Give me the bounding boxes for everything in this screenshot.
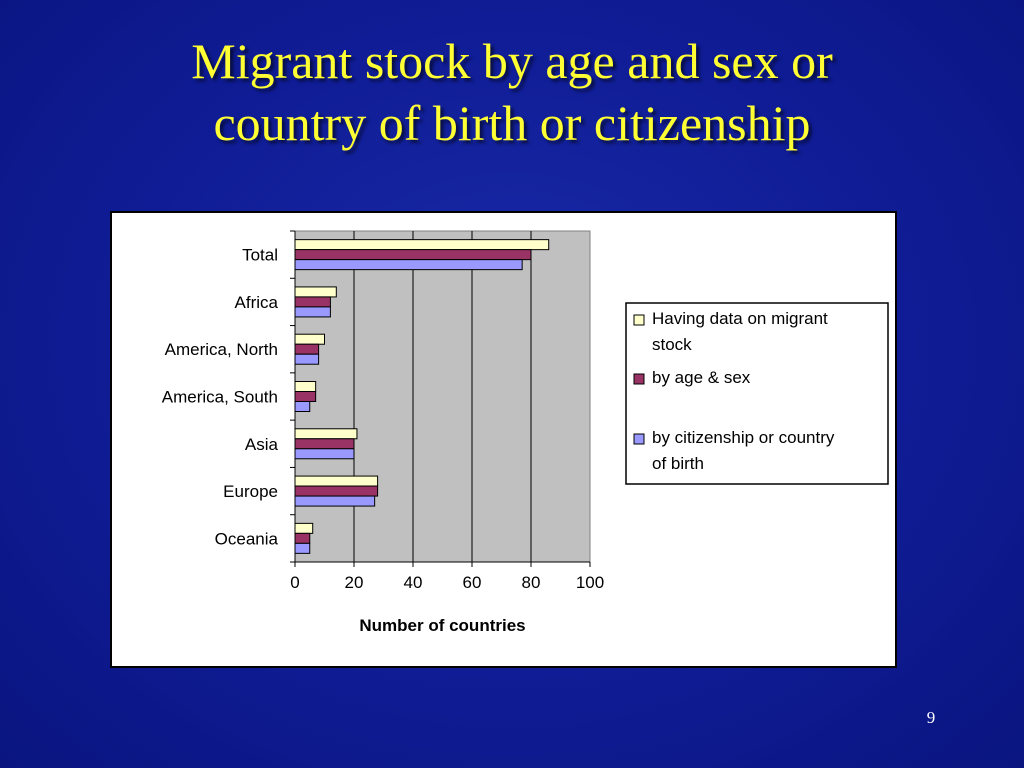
bar	[294, 495, 376, 507]
bar	[294, 542, 311, 554]
category-label: Asia	[245, 435, 279, 454]
plot-area	[294, 230, 591, 563]
slide-title-line-2: country of birth or citizenship	[213, 95, 811, 151]
x-tick-label: 60	[463, 573, 482, 592]
bar	[294, 428, 358, 440]
category-label: America, North	[165, 340, 278, 359]
x-tick-label: 20	[345, 573, 364, 592]
bar	[294, 306, 331, 318]
category-label: Total	[242, 246, 278, 265]
category-label: Oceania	[215, 529, 279, 548]
legend-label: by citizenship or country of birth	[652, 428, 835, 473]
legend-box	[625, 302, 889, 485]
bar	[294, 381, 317, 392]
bar	[294, 343, 320, 355]
bar	[294, 333, 325, 345]
bar	[294, 296, 331, 308]
bar	[294, 475, 379, 487]
legend-label-line: by age & sex	[652, 368, 751, 387]
x-tick-label: 100	[576, 573, 604, 592]
x-tick-label: 80	[522, 573, 541, 592]
bar	[294, 401, 311, 412]
slide-title-line-1: Migrant stock by age and sex or	[191, 33, 833, 89]
legend-label-line: Having data on migrant	[652, 309, 828, 328]
legend-swatch	[633, 433, 645, 445]
x-tick-label: 0	[290, 573, 299, 592]
bar	[294, 249, 532, 261]
legend-label: Having data on migrant stock	[652, 309, 828, 354]
bar	[294, 353, 320, 365]
legend-label: by age & sex	[652, 368, 751, 387]
bar	[294, 239, 550, 251]
bar	[294, 485, 379, 497]
legend-label-line: of birth	[652, 454, 704, 473]
bar	[294, 438, 355, 450]
x-axis-title: Number of countries	[359, 616, 525, 635]
category-label: Africa	[235, 293, 279, 312]
legend-label-line: by citizenship or country	[652, 428, 835, 447]
bar	[294, 286, 337, 298]
x-tick-label: 40	[404, 573, 423, 592]
category-label: Europe	[223, 482, 278, 501]
bar	[294, 522, 314, 534]
bar	[294, 259, 523, 271]
category-label: America, South	[162, 388, 278, 407]
bar	[294, 448, 355, 460]
bar-chart: 0 20 40 60 80 100 Total Africa America, North Ame…	[162, 230, 889, 635]
legend-label-line: stock	[652, 335, 692, 354]
chart-container: 0 20 40 60 80 100 Total Africa America, North Ame…	[110, 211, 897, 668]
bar	[294, 391, 317, 402]
page-number: 9	[926, 708, 936, 727]
bar	[294, 532, 311, 544]
legend-swatch	[633, 314, 645, 326]
legend-swatch	[633, 373, 645, 385]
slide-title: Migrant stock by age and sex or country …	[0, 30, 1024, 154]
